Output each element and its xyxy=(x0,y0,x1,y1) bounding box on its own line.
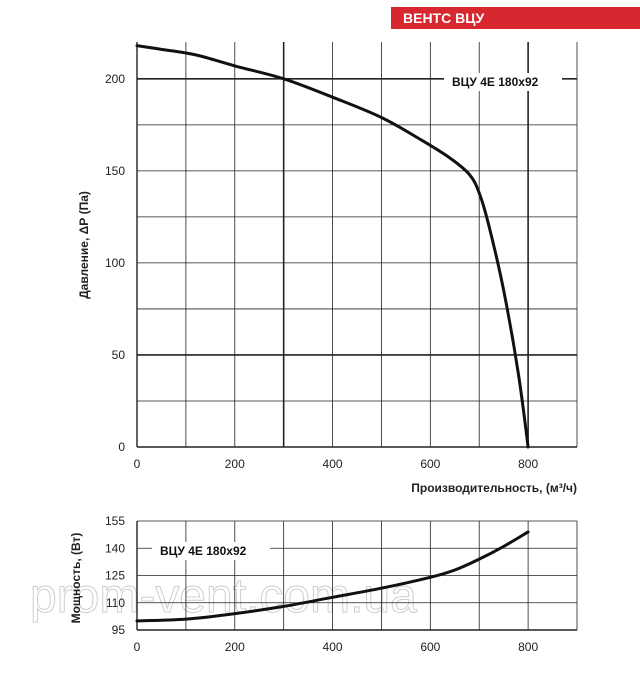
y-axis-title: Мощность, (Вт) xyxy=(69,533,83,624)
y-tick-label: 200 xyxy=(105,72,125,86)
series-label-background xyxy=(152,542,270,560)
y-tick-label: 50 xyxy=(112,348,126,362)
x-tick-label: 0 xyxy=(134,640,141,654)
x-tick-label: 800 xyxy=(518,457,538,471)
y-tick-label: 100 xyxy=(105,256,125,270)
power-chart: 0 200 400 600 800 95 110 125 140 155 Мощность, (Вт… xyxy=(69,514,578,654)
y-tick-label: 150 xyxy=(105,164,125,178)
series-label-background xyxy=(444,73,562,91)
x-tick-label: 200 xyxy=(225,457,245,471)
x-tick-label: 800 xyxy=(518,640,538,654)
x-tick-label: 0 xyxy=(134,457,141,471)
y-tick-label: 0 xyxy=(118,440,125,454)
x-tick-label: 600 xyxy=(420,640,440,654)
y-axis-title: Давление, ΔР (Па) xyxy=(77,191,91,299)
brand-label: ВЕНТС ВЦУ xyxy=(403,10,485,26)
series-label: ВЦУ 4Е 180x92 xyxy=(160,544,247,558)
series-line xyxy=(135,530,530,623)
x-tick-label: 400 xyxy=(323,640,343,654)
x-tick-label: 200 xyxy=(225,640,245,654)
y-tick-label: 155 xyxy=(105,514,125,528)
y-tick-label: 110 xyxy=(106,596,125,610)
y-tick-label: 125 xyxy=(105,569,125,583)
x-axis-title: Производительность, (м³/ч) xyxy=(411,481,577,495)
series-label: ВЦУ 4Е 180x92 xyxy=(452,75,539,89)
x-tick-label: 400 xyxy=(323,457,343,471)
y-tick-label: 140 xyxy=(105,541,125,555)
series-line xyxy=(135,44,530,449)
brand-badge: ВЕНТС ВЦУ xyxy=(391,7,640,29)
pressure-chart: 0 200 400 600 800 0 50 100 150 200 Давление, ΔР (П… xyxy=(77,42,578,495)
y-tick-label: 95 xyxy=(112,623,126,637)
x-tick-label: 600 xyxy=(420,457,440,471)
grid-lines xyxy=(136,42,578,448)
